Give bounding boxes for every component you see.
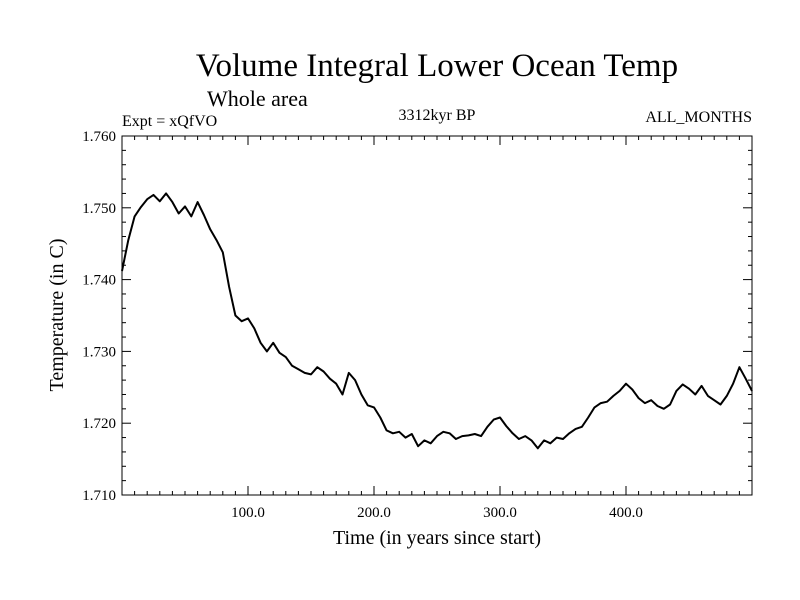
x-axis-ticks: 100.0 200.0 300.0 400.0 [134, 136, 740, 521]
x-tick-label: 100.0 [231, 505, 265, 521]
series-line-temperature [121, 192, 753, 450]
months-label: ALL_MONTHS [645, 109, 752, 126]
y-axis-label: Temperature (in C) [46, 239, 68, 392]
x-axis-label: Time (in years since start) [333, 527, 541, 549]
chart-subtitle: Whole area [207, 86, 308, 111]
y-tick-label: 1.760 [82, 129, 116, 145]
y-tick-label: 1.720 [82, 416, 116, 432]
x-tick-label: 400.0 [609, 505, 643, 521]
x-tick-label: 300.0 [483, 505, 517, 521]
chart-title: Volume Integral Lower Ocean Temp [196, 48, 678, 84]
plot-area [121, 135, 753, 496]
period-label: 3312kyr BP [399, 107, 476, 124]
y-tick-label: 1.750 [82, 201, 116, 217]
x-tick-label: 200.0 [357, 505, 391, 521]
y-axis-ticks: 1.710 1.720 1.730 1.740 1.750 1.760 [82, 129, 752, 504]
y-tick-label: 1.710 [82, 488, 116, 504]
experiment-label: Expt = xQfVO [122, 113, 217, 130]
y-tick-label: 1.740 [82, 273, 116, 289]
y-tick-label: 1.730 [82, 344, 116, 360]
